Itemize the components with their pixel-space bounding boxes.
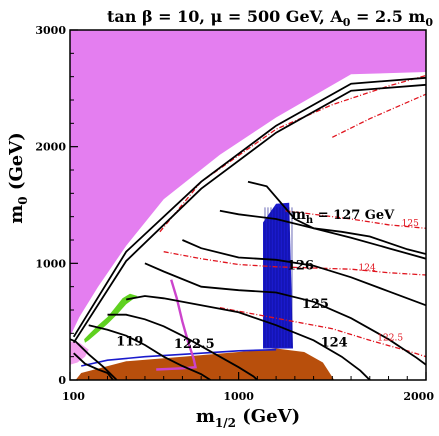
red-contour-label: 122.5 [377, 333, 403, 343]
red-contour-label: 124 [359, 263, 376, 273]
x-axis-title: m1/2 (GeV) [196, 406, 300, 430]
x-tick-label: 2000 [403, 390, 434, 403]
axis-ticks: 100 1000 2000 0 1000 2000 3000 [35, 24, 434, 403]
pink-region [70, 341, 89, 365]
y-axis-title: m0 (GeV) [6, 132, 30, 224]
blue-band [263, 202, 293, 349]
y-tick-label: 3000 [35, 24, 66, 37]
chart-title-tail-subscript: 0 [425, 16, 433, 29]
brown-region [75, 348, 335, 380]
contour-lines [70, 74, 426, 380]
black-contour [88, 324, 211, 380]
x-tick-label: 1000 [223, 390, 254, 403]
black-contour [107, 313, 259, 380]
black-contour [247, 180, 426, 255]
excluded-region [70, 30, 426, 337]
higgs-mass-label-subscript: h [306, 215, 314, 226]
black-contour [72, 83, 426, 344]
black-contour-label: 124 [321, 336, 348, 351]
x-axis-title-unit: (GeV) [236, 406, 300, 427]
y-axis-title-unit: (GeV) [6, 132, 27, 196]
black-contour [73, 352, 114, 380]
black-contour [72, 76, 426, 338]
y-axis-title-main: m [6, 205, 27, 224]
y-tick-label: 0 [58, 374, 66, 387]
y-tick-label: 2000 [35, 141, 66, 154]
higgs-mass-label: mh = 127 GeV [291, 207, 395, 226]
black-contour [182, 239, 426, 307]
red-dashed-contour [332, 93, 426, 138]
red-dashed-contour [163, 251, 426, 276]
blue-edge-line [81, 348, 277, 367]
chart-title: tan β = 10, μ = 500 GeV, A0 = 2.5 m0 [107, 7, 433, 29]
black-contour [126, 295, 371, 380]
black-contour-label: 122.5 [174, 337, 215, 352]
chart-title-subscript: 0 [343, 16, 351, 29]
black-contour-label: 119 [116, 335, 143, 350]
black-contour [144, 262, 426, 366]
y-axis-title-subscript: 0 [16, 196, 30, 204]
filled-regions [70, 30, 426, 380]
higgs-mass-label-value: = 127 GeV [313, 208, 395, 223]
higgs-mass-label-symbol: m [291, 207, 306, 223]
black-contour [70, 338, 118, 380]
black-contour-label: 126 [287, 259, 314, 274]
y-tick-label: 1000 [35, 257, 66, 270]
x-axis-title-main: m [196, 406, 215, 427]
chart-title-main: tan β = 10, μ = 500 GeV, A [107, 7, 343, 26]
x-tick-label: 100 [62, 390, 85, 403]
chart-title-tail: = 2.5 m [350, 7, 425, 26]
x-axis-title-subscript: 1/2 [215, 416, 236, 430]
green-band [84, 293, 138, 343]
plot-frame [69, 29, 427, 381]
black-contour-label: 125 [302, 297, 329, 312]
contour-labels: 119 122.5 124 125 126 125 124 122.5 mh = 127 GeV [116, 207, 419, 352]
magenta-curve [156, 279, 197, 371]
red-contour-label: 125 [402, 219, 419, 229]
